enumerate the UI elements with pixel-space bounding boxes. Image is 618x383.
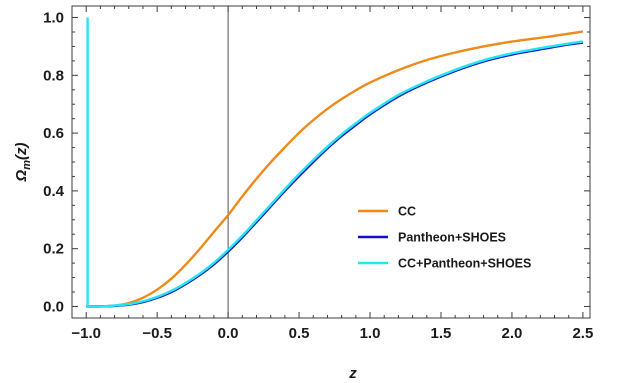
x-tick-label: 1.0 bbox=[360, 325, 381, 342]
legend: CC Pantheon+SHOES CC+Pantheon+SHOES bbox=[358, 205, 531, 271]
x-tick-label: 0.0 bbox=[218, 325, 239, 342]
x-tick-label: 1.5 bbox=[431, 325, 452, 342]
legend-label: Pantheon+SHOES bbox=[398, 231, 506, 245]
y-axis-title: Ωm(z) bbox=[13, 143, 33, 183]
x-axis-title: z bbox=[348, 365, 357, 382]
y-tick-label: 0.0 bbox=[43, 298, 64, 315]
x-tick-label: 2.5 bbox=[572, 325, 593, 342]
y-tick-label: 0.4 bbox=[43, 183, 65, 200]
y-tick-label: 0.8 bbox=[43, 67, 64, 84]
series-line-cc bbox=[86, 30, 584, 308]
legend-label: CC bbox=[398, 205, 416, 219]
y-tick-label: 0.6 bbox=[43, 125, 64, 142]
y-tick-label: 0.2 bbox=[43, 241, 64, 258]
series-layer bbox=[86, 17, 584, 308]
x-tick-label: −1.0 bbox=[71, 325, 101, 342]
y-tick-label: 1.0 bbox=[43, 10, 64, 27]
x-tick-label: 2.0 bbox=[502, 325, 523, 342]
x-tick-label: −0.5 bbox=[142, 325, 172, 342]
axes-layer: −1.0 −0.5 0.0 0.5 1.0 1.5 2.0 2.5 0.0 0.2 0.4 0.6 0.… bbox=[43, 6, 593, 342]
series-line-cc-pantheon-shoes bbox=[86, 40, 584, 308]
x-tick-label: 0.5 bbox=[289, 325, 310, 342]
legend-label: CC+Pantheon+SHOES bbox=[398, 257, 531, 271]
